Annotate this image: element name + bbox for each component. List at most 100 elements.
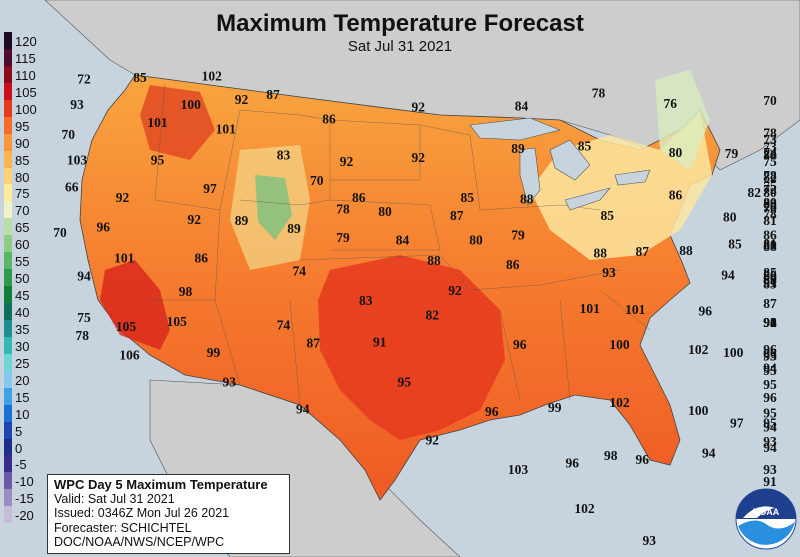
- forecast-value-label: 103: [67, 153, 88, 168]
- legend-swatch: [4, 387, 12, 405]
- forecast-value-label: 84: [396, 233, 410, 248]
- legend-row: 15: [2, 387, 44, 405]
- forecast-value-label: 95: [151, 153, 165, 168]
- legend-label: 60: [15, 237, 30, 253]
- legend-swatch: [4, 116, 12, 134]
- forecast-value-label: 100: [609, 337, 630, 352]
- legend-swatch: [4, 438, 12, 456]
- forecast-value-label: 96: [699, 304, 713, 319]
- forecast-value-label: 92: [448, 283, 462, 298]
- forecast-value-label: 96: [763, 390, 777, 405]
- legend-label: 25: [15, 355, 30, 371]
- forecast-value-label: 94: [721, 267, 735, 282]
- forecast-value-label: 87: [636, 244, 650, 259]
- legend-row: 80: [2, 167, 44, 185]
- map-subtitle: Sat Jul 31 2021: [347, 38, 453, 55]
- forecast-value-label: 94: [763, 440, 777, 455]
- forecast-value-label: 83: [763, 276, 777, 291]
- forecast-value-label: 94: [763, 315, 777, 330]
- forecast-value-label: 101: [147, 115, 168, 130]
- cool-area-mountains: [255, 175, 292, 240]
- forecast-value-label: 75: [763, 178, 777, 193]
- forecast-value-label: 100: [181, 97, 202, 112]
- forecast-value-label: 98: [604, 448, 618, 463]
- forecast-value-label: 99: [207, 345, 221, 360]
- legend-label: 35: [15, 321, 30, 337]
- map-title: Maximum Temperature Forecast: [216, 10, 584, 37]
- forecast-value-label: 86: [763, 267, 777, 282]
- forecast-value-label: 80: [723, 209, 737, 224]
- forecast-value-label: 91: [763, 275, 777, 290]
- forecast-value-label: 96: [763, 346, 777, 361]
- forecast-value-label: 81: [763, 213, 777, 228]
- forecast-value-label: 76: [664, 96, 678, 111]
- forecast-value-label: 93: [763, 434, 777, 449]
- forecast-value-label: 96: [566, 456, 580, 471]
- forecast-value-label: 87: [266, 87, 280, 102]
- forecast-value-label: 74: [763, 145, 777, 160]
- legend-row: -15: [2, 489, 44, 506]
- cool-area-new-england: [655, 70, 710, 170]
- forecast-value-label: 95: [763, 416, 777, 431]
- legend-label: -10: [15, 474, 34, 490]
- forecast-value-label: 80: [763, 238, 777, 253]
- forecast-value-label: 96: [97, 220, 111, 235]
- forecast-value-label: 89: [763, 273, 777, 288]
- forecast-value-label: 102: [688, 342, 709, 357]
- forecast-value-label: 78: [763, 207, 777, 222]
- forecast-value-label: 80: [669, 145, 683, 160]
- legend-swatch: [4, 269, 12, 287]
- forecast-value-label: 74: [293, 264, 307, 279]
- legend-label: 75: [15, 186, 30, 202]
- forecaster-name: Forecaster: SCHICHTEL: [54, 520, 192, 535]
- legend-row: 50: [2, 269, 44, 286]
- legend-label: 95: [15, 118, 30, 134]
- legend-row: 120: [2, 32, 44, 49]
- forecast-value-label: 105: [167, 314, 188, 329]
- legend-label: 5: [15, 423, 23, 439]
- forecast-value-label: 78: [763, 168, 777, 183]
- forecast-value-label: 83: [277, 147, 291, 162]
- forecast-value-label: 78: [763, 126, 777, 141]
- legend-label: 20: [15, 372, 30, 388]
- forecast-value-label: 88: [520, 191, 534, 206]
- legend-swatch: [4, 252, 12, 270]
- forecast-value-label: 103: [508, 462, 529, 477]
- forecast-value-label: 97: [730, 416, 744, 431]
- forecast-value-label: 101: [625, 302, 646, 317]
- forecast-value-label: 91: [763, 315, 777, 330]
- forecast-value-label: 93: [763, 349, 777, 364]
- forecast-value-label: 79: [511, 227, 525, 242]
- legend-label: 0: [15, 440, 23, 456]
- state-lines: [150, 82, 651, 406]
- noaa-logo-text: NOAA: [753, 507, 780, 517]
- legend-swatch: [4, 353, 12, 371]
- forecast-value-label: 96: [485, 404, 499, 419]
- forecast-value-label: 88: [427, 253, 441, 268]
- forecast-value-label: 92: [412, 150, 426, 165]
- legend-row: -5: [2, 455, 44, 472]
- forecast-value-label: 94: [77, 269, 91, 284]
- forecast-value-label: 85: [601, 208, 615, 223]
- forecast-value-label: 80: [469, 233, 483, 248]
- legend-row: 40: [2, 303, 44, 320]
- forecast-value-label: 94: [763, 420, 777, 435]
- heat-core-northwest: [140, 85, 215, 160]
- legend-row: 20: [2, 370, 44, 388]
- legend-row: 75: [2, 184, 44, 201]
- forecast-value-label: 92: [116, 190, 130, 205]
- forecast-value-label: 74: [763, 147, 777, 162]
- legend-swatch: [4, 65, 12, 83]
- legend-row: 65: [2, 218, 44, 235]
- legend-row: -20: [2, 506, 44, 523]
- forecast-value-label: 92: [412, 100, 426, 115]
- forecast-value-label: 89: [287, 221, 301, 236]
- forecast-value-label: 85: [578, 138, 592, 153]
- forecast-value-label: 93: [763, 462, 777, 477]
- forecast-value-label: 78: [763, 199, 777, 214]
- forecast-value-label: 78: [336, 202, 350, 217]
- forecast-value-label: 85: [728, 236, 742, 251]
- forecast-value-label: 83: [763, 196, 777, 211]
- legend-swatch: [4, 286, 12, 303]
- agency-name: DOC/NOAA/NWS/NCEP/WPC: [54, 534, 225, 549]
